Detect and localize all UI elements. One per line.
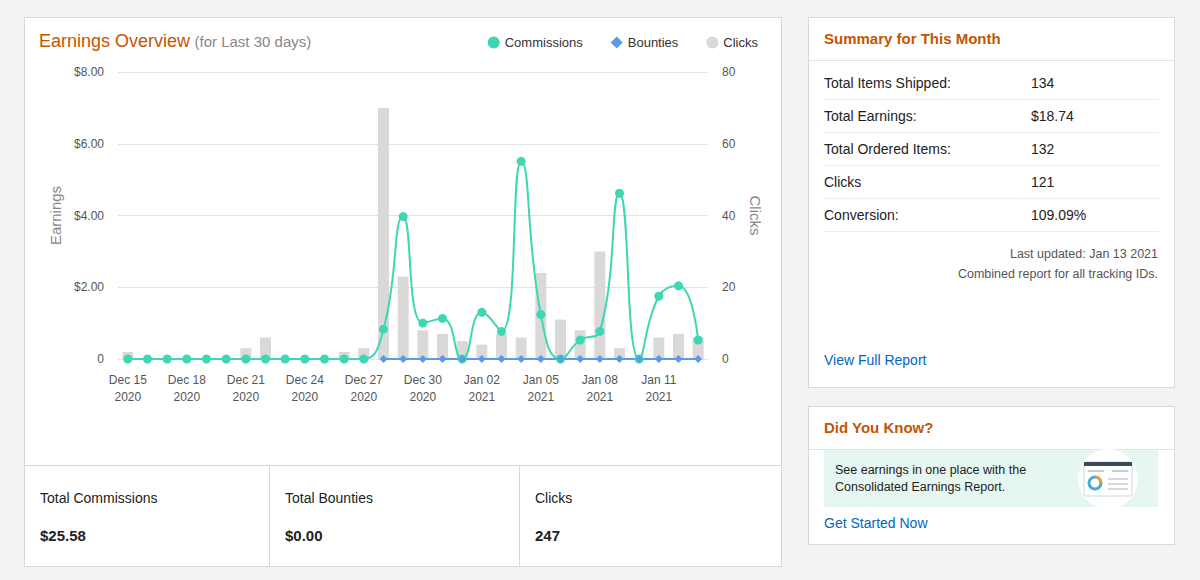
svg-text:2021: 2021: [527, 390, 554, 404]
svg-text:$2.00: $2.00: [74, 280, 104, 294]
svg-text:Earnings: Earnings: [47, 186, 64, 245]
svg-text:Dec 30: Dec 30: [404, 373, 442, 387]
svg-text:80: 80: [722, 65, 736, 79]
html-text:Total Ordered Items:: Total Ordered Items:: [824, 141, 951, 157]
html-text:$25.58: $25.58: [40, 527, 86, 544]
svg-text:Dec 24: Dec 24: [286, 373, 324, 387]
html-text:247: 247: [535, 527, 560, 544]
svg-text:Bounties: Bounties: [628, 35, 679, 50]
svg-text:2021: 2021: [645, 390, 672, 404]
svg-text:2020: 2020: [232, 390, 259, 404]
svg-text:Jan 11: Jan 11: [641, 373, 676, 387]
svg-text:Commissions: Commissions: [505, 35, 584, 50]
html-text:$18.74: $18.74: [1031, 108, 1074, 124]
svg-text:Dec 18: Dec 18: [168, 373, 206, 387]
html-text:Last updated: Jan 13 2021: Last updated: Jan 13 2021: [1010, 247, 1158, 261]
svg-text:Clicks: Clicks: [723, 35, 758, 50]
svg-text:2020: 2020: [409, 390, 436, 404]
svg-text:Dec 21: Dec 21: [227, 373, 265, 387]
svg-text:$4.00: $4.00: [74, 209, 104, 223]
svg-text:Dec 27: Dec 27: [345, 373, 383, 387]
html-text:Get Started Now: Get Started Now: [824, 515, 928, 531]
svg-text:Jan 05: Jan 05: [523, 373, 559, 387]
html-text:Total Bounties: Total Bounties: [285, 490, 373, 506]
html-text:Clicks: Clicks: [824, 174, 862, 190]
svg-text:20: 20: [722, 280, 736, 294]
svg-text:2020: 2020: [350, 390, 377, 404]
html-text:Combined report for all tracki: Combined report for all tracking IDs.: [957, 267, 1158, 281]
html-text:Did You Know?: Did You Know?: [824, 419, 934, 436]
html-text:$0.00: $0.00: [285, 527, 323, 544]
svg-text:60: 60: [722, 137, 736, 151]
svg-text:2020: 2020: [114, 390, 141, 404]
svg-text:40: 40: [722, 209, 736, 223]
html-text:Conversion:: Conversion:: [824, 207, 899, 223]
svg-text:$6.00: $6.00: [74, 137, 104, 151]
svg-text:2021: 2021: [468, 390, 495, 404]
html-text:Earnings Overview (for Last 30: Earnings Overview (for Last 30 days): [39, 31, 312, 51]
svg-text:2020: 2020: [173, 390, 200, 404]
html-text:Summary for This Month: Summary for This Month: [824, 30, 1001, 47]
html-text:134: 134: [1031, 75, 1055, 91]
svg-text:0: 0: [97, 352, 104, 366]
html-text:Total Earnings:: Total Earnings:: [824, 108, 917, 124]
svg-text:Jan 08: Jan 08: [582, 373, 618, 387]
svg-text:Clicks: Clicks: [747, 196, 764, 236]
svg-text:2020: 2020: [291, 390, 318, 404]
html-text:Total Commissions: Total Commissions: [40, 490, 158, 506]
html-text:121: 121: [1031, 174, 1055, 190]
svg-text:0: 0: [722, 352, 729, 366]
html-text:Clicks: Clicks: [535, 490, 573, 506]
html-text:View Full Report: View Full Report: [824, 352, 927, 368]
svg-text:$8.00: $8.00: [74, 65, 104, 79]
html-text:See earnings in one place with: See earnings in one place with the Conso…: [835, 463, 1027, 494]
svg-text:Jan 02: Jan 02: [464, 373, 500, 387]
html-text:132: 132: [1031, 141, 1055, 157]
html-text:Total Items Shipped:: Total Items Shipped:: [824, 75, 951, 91]
html-text:109.09%: 109.09%: [1031, 207, 1087, 223]
svg-text:2021: 2021: [586, 390, 613, 404]
svg-text:Dec 15: Dec 15: [109, 373, 147, 387]
